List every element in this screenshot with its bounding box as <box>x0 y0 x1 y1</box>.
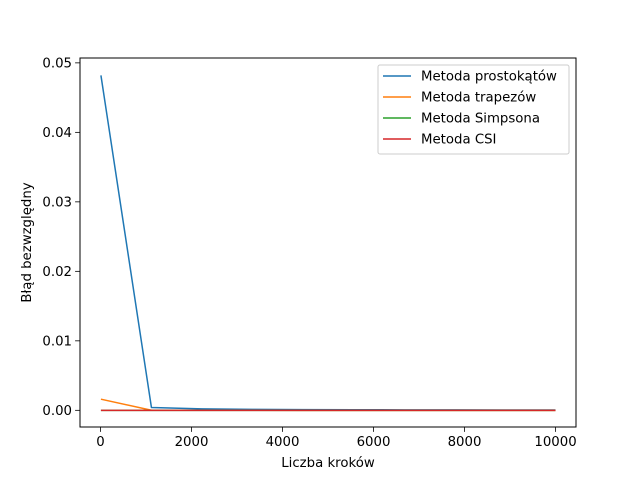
y-tick-label: 0.05 <box>42 56 72 71</box>
legend-label: Metoda prostokątów <box>421 69 557 85</box>
y-tick-label: 0.04 <box>42 126 72 141</box>
y-tick-label: 0.03 <box>42 195 72 210</box>
x-tick-label: 10000 <box>534 435 576 450</box>
x-tick-label: 0 <box>96 435 104 450</box>
y-axis-label: Błąd bezwzględny <box>20 182 35 302</box>
legend-box <box>377 64 570 155</box>
legend-label: Metoda CSI <box>421 133 496 148</box>
axes-layer: 0 2000 4000 6000 8000 10000 0.00 0.01 0.02 0.03 0.… <box>42 56 576 450</box>
y-tick-label: 0.02 <box>42 265 72 280</box>
y-tick-label: 0.01 <box>42 334 72 349</box>
x-tick-label: 6000 <box>357 435 391 450</box>
legend: Metoda prostokątów Metoda trapezów Metoda … <box>377 64 570 155</box>
x-tick-label: 2000 <box>175 435 209 450</box>
plot-frame <box>79 57 577 428</box>
legend-label: Metoda trapezów <box>421 90 536 106</box>
series-layer <box>100 75 556 412</box>
y-tick-label: 0.00 <box>42 404 72 419</box>
legend-label: Metoda Simpsona <box>421 112 540 127</box>
x-axis-label: Liczba kroków <box>281 455 375 471</box>
x-tick-label: 8000 <box>448 435 482 450</box>
x-tick-label: 4000 <box>266 435 300 450</box>
